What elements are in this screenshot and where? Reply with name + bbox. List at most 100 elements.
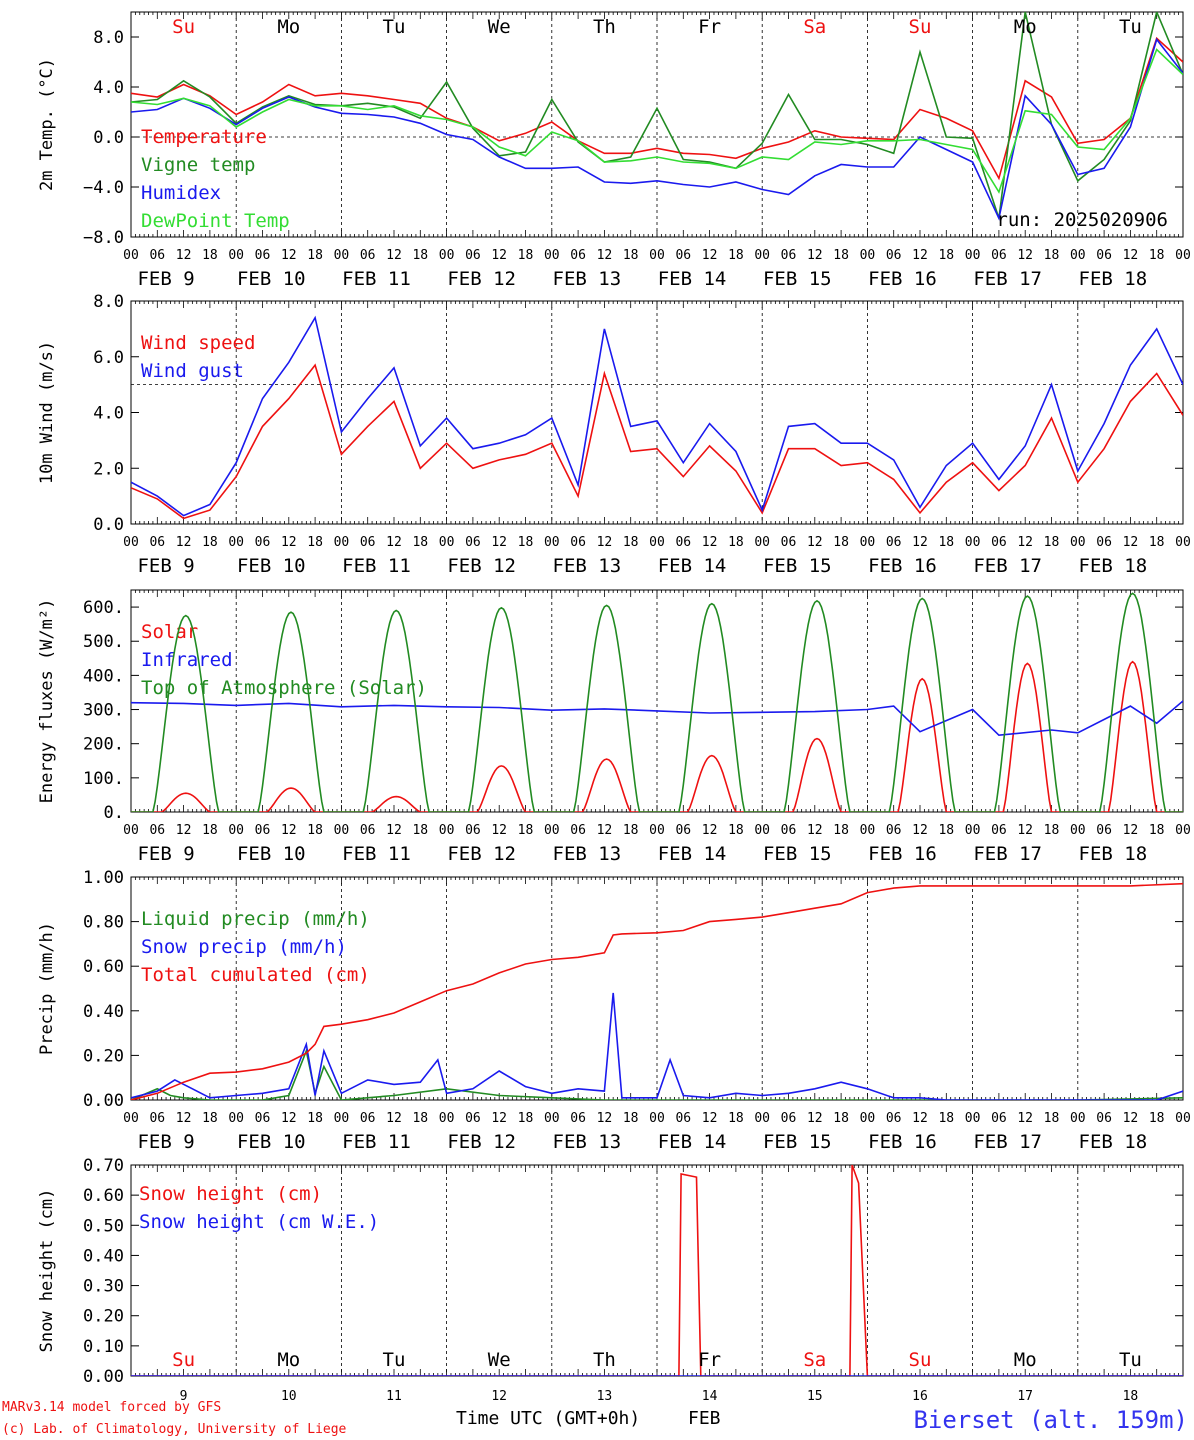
- hour-tick-label: 06: [991, 248, 1007, 263]
- hour-tick-label: 12: [912, 535, 928, 550]
- hour-tick-label: 18: [623, 535, 639, 550]
- date-label: FEB 11: [342, 555, 411, 577]
- hour-tick-label: 00: [123, 535, 139, 550]
- date-label: FEB 17: [973, 1131, 1042, 1153]
- hour-tick-label: 12: [1017, 1111, 1033, 1126]
- hour-tick-label: 06: [991, 1111, 1007, 1126]
- hour-tick-label: 12: [912, 1111, 928, 1126]
- hour-tick-label: 06: [675, 535, 691, 550]
- hour-tick-label: 18: [518, 1111, 534, 1126]
- hour-tick-label: 06: [570, 248, 586, 263]
- hour-tick-label: 00: [1175, 248, 1191, 263]
- hour-tick-label: 18: [833, 535, 849, 550]
- y-tick-label: 0.00: [83, 1367, 124, 1387]
- y-tick-label: −8.0: [83, 228, 124, 248]
- day-number-label: 13: [597, 1389, 613, 1404]
- hour-tick-label: 18: [412, 248, 428, 263]
- day-of-week-label: Su: [909, 1349, 932, 1371]
- hour-tick-label: 00: [334, 823, 350, 838]
- series-line-4: [131, 48, 1183, 194]
- hour-tick-label: 12: [702, 1111, 718, 1126]
- hour-tick-label: 06: [360, 248, 376, 263]
- hour-tick-label: 06: [570, 1111, 586, 1126]
- date-label: FEB 18: [1079, 268, 1148, 290]
- hour-tick-label: 00: [439, 1111, 455, 1126]
- hour-tick-label: 18: [1044, 823, 1060, 838]
- hour-tick-label: 00: [334, 248, 350, 263]
- hour-tick-label: 00: [439, 823, 455, 838]
- hour-tick-label: 18: [202, 823, 218, 838]
- date-label: FEB 18: [1079, 1131, 1148, 1153]
- hour-tick-label: 18: [1149, 535, 1165, 550]
- day-of-week-label: Sa: [803, 16, 826, 38]
- date-label: FEB 12: [447, 843, 516, 865]
- hour-tick-label: 18: [1044, 248, 1060, 263]
- series-line-3: [131, 592, 1183, 812]
- date-label: FEB 15: [763, 843, 832, 865]
- y-tick-label: 0.30: [83, 1277, 124, 1297]
- y-tick-label: 6.0: [93, 348, 124, 368]
- hour-tick-label: 12: [597, 535, 613, 550]
- hour-tick-label: 18: [518, 248, 534, 263]
- hour-tick-label: 00: [123, 823, 139, 838]
- hour-tick-label: 18: [307, 1111, 323, 1126]
- series-line-2: [131, 315, 1183, 517]
- hour-tick-label: 00: [649, 535, 665, 550]
- series-line-1: [131, 1048, 1183, 1100]
- date-label: FEB 11: [342, 1131, 411, 1153]
- hour-tick-label: 12: [1123, 823, 1139, 838]
- hour-tick-label: 06: [675, 248, 691, 263]
- hour-tick-label: 00: [860, 248, 876, 263]
- hour-tick-label: 00: [1070, 248, 1086, 263]
- hour-tick-label: 00: [228, 535, 244, 550]
- date-label: FEB 9: [137, 1131, 194, 1153]
- day-of-week-label: Su: [172, 1349, 195, 1371]
- hour-tick-label: 12: [491, 823, 507, 838]
- hour-tick-label: 00: [544, 823, 560, 838]
- panel-1: −8.0 −4.0 0.0 4.0 8.0 2m Temp. (°C) Temperatur…: [37, 11, 1191, 290]
- hour-tick-label: 06: [1096, 535, 1112, 550]
- date-label: FEB 10: [237, 268, 306, 290]
- hour-tick-label: 18: [623, 248, 639, 263]
- day-of-week-label: Th: [593, 16, 616, 38]
- hour-tick-label: 00: [228, 1111, 244, 1126]
- hour-tick-label: 00: [649, 1111, 665, 1126]
- hour-tick-label: 06: [255, 535, 271, 550]
- y-tick-label: 0.60: [83, 1186, 124, 1206]
- y-tick-label: 0.80: [83, 913, 124, 933]
- hour-tick-label: 18: [307, 535, 323, 550]
- series-line-2: [131, 992, 1183, 1100]
- hour-tick-label: 00: [754, 535, 770, 550]
- legend-entry: Humidex: [141, 182, 221, 204]
- hour-tick-label: 00: [965, 1111, 981, 1126]
- date-label: FEB 10: [237, 555, 306, 577]
- day-of-week-label: We: [488, 16, 511, 38]
- legend-entry: Top of Atmosphere (Solar): [141, 677, 427, 699]
- legend-entry: Snow precip (mm/h): [141, 936, 347, 958]
- hour-tick-label: 06: [675, 823, 691, 838]
- date-label: FEB 16: [868, 1131, 937, 1153]
- day-number-label: 18: [1123, 1389, 1139, 1404]
- hour-tick-label: 18: [202, 535, 218, 550]
- panel-2: 0.0 2.0 4.0 6.0 8.0 10m Wind (m/s) Wind speed W…: [37, 292, 1191, 577]
- hour-tick-label: 18: [307, 248, 323, 263]
- day-of-week-label: Tu: [383, 1349, 406, 1371]
- day-of-week-label: Mo: [277, 1349, 300, 1371]
- hour-tick-label: 18: [728, 535, 744, 550]
- hour-tick-label: 00: [649, 248, 665, 263]
- series-line-3: [131, 882, 1183, 1100]
- legend-entry: DewPoint Temp: [141, 210, 290, 232]
- y-tick-label: 0.70: [83, 1156, 124, 1176]
- date-label: FEB 13: [553, 1131, 622, 1153]
- hour-tick-label: 18: [518, 823, 534, 838]
- hour-tick-label: 12: [491, 248, 507, 263]
- y-tick-label: 500.: [83, 632, 124, 652]
- y-axis-label: Precip (mm/h): [37, 922, 57, 1055]
- hour-tick-label: 06: [886, 248, 902, 263]
- date-label: FEB 12: [447, 555, 516, 577]
- hour-tick-label: 06: [255, 823, 271, 838]
- y-axis-label: 10m Wind (m/s): [37, 341, 57, 484]
- day-number-label: 9: [180, 1389, 188, 1404]
- legend-entry: Wind gust: [141, 360, 244, 382]
- hour-tick-label: 06: [149, 1111, 165, 1126]
